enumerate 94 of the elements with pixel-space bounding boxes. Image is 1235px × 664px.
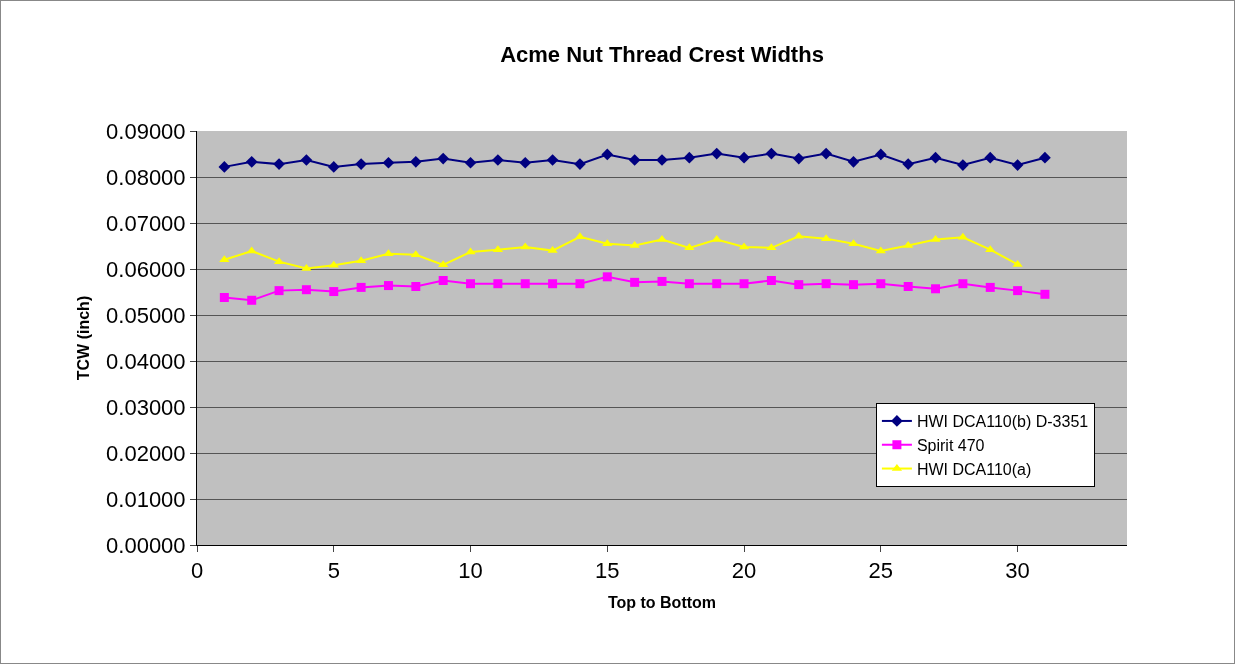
point	[821, 279, 831, 289]
point	[329, 287, 339, 297]
y-tick-label: 0.09000	[106, 118, 186, 144]
point	[273, 158, 285, 170]
point	[602, 272, 612, 282]
y-tick-label: 0.00000	[106, 532, 186, 558]
point	[1040, 289, 1050, 299]
x-tick-label: 30	[1005, 558, 1030, 584]
point	[739, 279, 749, 289]
x-tick-label: 15	[595, 558, 620, 584]
point	[793, 231, 804, 239]
point	[738, 151, 750, 164]
point	[1012, 259, 1023, 267]
point	[929, 151, 942, 164]
point	[300, 154, 313, 166]
x-tick-label: 25	[868, 558, 894, 584]
point	[1013, 286, 1023, 296]
point	[902, 158, 915, 170]
y-tick-label: 0.07000	[106, 210, 186, 236]
point	[874, 148, 887, 161]
point	[219, 255, 230, 263]
point	[327, 161, 340, 173]
point	[383, 249, 394, 257]
point	[820, 147, 832, 160]
y-tick-label: 0.06000	[106, 256, 186, 282]
point	[657, 276, 667, 286]
point	[520, 242, 531, 250]
point	[219, 293, 229, 303]
point	[382, 156, 395, 169]
point	[684, 243, 695, 251]
point	[356, 282, 366, 292]
point	[548, 279, 558, 289]
point	[848, 280, 858, 290]
point	[355, 158, 367, 170]
x-tick-label: 20	[731, 558, 757, 584]
point	[247, 295, 257, 305]
point	[245, 155, 258, 168]
point	[630, 277, 640, 287]
x-tick-label: 0	[190, 558, 204, 584]
chart-title: Acme Nut Thread Crest Widths	[500, 41, 824, 67]
point	[931, 284, 941, 294]
point	[876, 279, 886, 289]
legend-label: HWI DCA110(a)	[916, 460, 1032, 478]
point	[465, 247, 476, 255]
point	[218, 161, 231, 173]
point	[792, 152, 805, 165]
point	[1011, 159, 1024, 171]
point	[383, 281, 393, 291]
point	[411, 281, 421, 291]
point	[301, 285, 311, 295]
point	[437, 152, 450, 165]
point	[766, 276, 776, 285]
y-axis-title: TCW (inch)	[74, 295, 92, 381]
y-tick-label: 0.08000	[106, 164, 186, 190]
point	[520, 279, 530, 289]
point	[574, 158, 586, 170]
point	[328, 260, 339, 268]
point	[246, 246, 257, 254]
x-tick-label: 5	[327, 558, 340, 584]
point	[683, 151, 696, 164]
y-tick-label: 0.04000	[106, 348, 186, 374]
point	[984, 151, 997, 164]
point	[712, 279, 722, 289]
point	[274, 286, 284, 296]
y-tick-label: 0.03000	[106, 394, 186, 420]
point	[575, 279, 585, 289]
point	[409, 155, 422, 168]
y-tick-label: 0.01000	[106, 486, 186, 512]
point	[847, 155, 860, 168]
point	[710, 147, 723, 160]
legend-label: HWI DCA110(b) D-3351	[916, 413, 1089, 431]
point	[958, 279, 968, 289]
point	[1039, 151, 1051, 164]
point	[492, 154, 504, 166]
point	[546, 154, 559, 166]
point	[493, 279, 503, 289]
point	[466, 279, 476, 289]
point	[601, 148, 614, 161]
point	[765, 147, 778, 160]
legend-label: Spirit 470	[916, 436, 985, 454]
x-axis-title: Top to Bottom	[607, 594, 717, 612]
point	[684, 279, 694, 289]
point	[519, 156, 532, 169]
point	[628, 154, 641, 166]
point	[464, 156, 477, 169]
point	[438, 276, 448, 285]
point	[957, 159, 969, 171]
point	[903, 281, 913, 291]
point	[794, 280, 804, 290]
point	[766, 243, 777, 251]
y-tick-label: 0.05000	[106, 302, 186, 328]
y-tick-label: 0.02000	[106, 440, 186, 466]
point	[985, 282, 995, 292]
x-tick-label: 10	[458, 558, 483, 584]
